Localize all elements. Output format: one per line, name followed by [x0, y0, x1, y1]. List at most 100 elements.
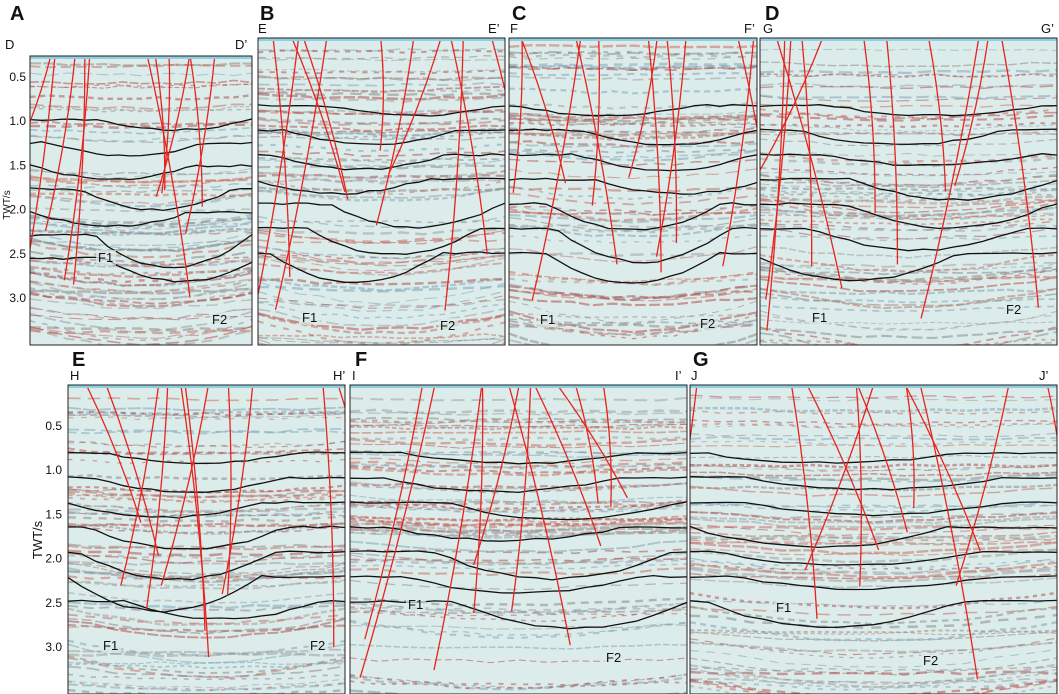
reflection — [258, 256, 505, 277]
seismic-section — [690, 385, 1057, 694]
fault — [473, 385, 520, 566]
reflection — [30, 286, 252, 307]
reflection — [258, 169, 505, 185]
reflection — [350, 657, 687, 664]
fault — [302, 38, 349, 200]
reflection — [350, 563, 687, 571]
reflection — [68, 489, 345, 499]
reflection — [30, 287, 252, 301]
reflection — [30, 123, 252, 130]
fault — [574, 385, 599, 504]
fault — [72, 56, 86, 285]
reflection — [30, 298, 252, 310]
reflection — [509, 288, 757, 299]
fault — [857, 385, 908, 533]
reflection — [350, 579, 687, 591]
fault-label: F1 — [408, 597, 423, 612]
profile-start: H — [70, 368, 79, 383]
reflection — [509, 127, 757, 134]
reflection — [258, 57, 505, 62]
reflection — [509, 295, 757, 307]
horizon — [509, 128, 757, 146]
reflection — [68, 440, 345, 449]
horizon — [68, 550, 345, 581]
reflection — [68, 522, 345, 535]
fault — [690, 385, 698, 445]
reflection — [350, 396, 687, 402]
reflection — [258, 91, 505, 97]
reflection — [760, 253, 1057, 273]
reflection — [258, 116, 505, 126]
seismic-section — [760, 38, 1057, 345]
fault — [85, 385, 142, 523]
reflection — [68, 682, 345, 692]
reflection — [68, 643, 345, 664]
y-tick-label: 2.5 — [9, 247, 26, 261]
horizon — [350, 476, 687, 494]
horizon — [68, 451, 345, 465]
reflection — [68, 575, 345, 583]
profile-end: I’ — [675, 368, 682, 383]
reflection — [350, 504, 687, 512]
reflection — [350, 500, 687, 505]
reflection — [509, 273, 757, 282]
fault — [512, 38, 523, 193]
reflection — [30, 183, 252, 189]
reflection — [760, 129, 1057, 135]
reflection — [747, 343, 757, 345]
reflection — [350, 611, 687, 617]
reflection — [68, 543, 345, 549]
reflection — [258, 74, 505, 82]
fault — [154, 56, 166, 191]
section-border — [257, 37, 506, 346]
fault — [647, 38, 662, 273]
reflection — [350, 457, 687, 465]
reflection — [760, 287, 1057, 309]
fault-label: F1 — [98, 250, 113, 265]
reflection — [350, 673, 687, 689]
fault-label: F2 — [700, 316, 715, 331]
reflection — [760, 108, 1057, 119]
reflection — [509, 233, 757, 244]
reflection — [509, 75, 757, 81]
seismic-section — [509, 38, 757, 345]
reflection — [30, 83, 252, 88]
fault — [146, 56, 191, 298]
y-tick-label: 3.0 — [45, 640, 62, 654]
fault-label-bg — [101, 638, 121, 653]
panel-letter: E — [72, 349, 85, 371]
reflection — [690, 613, 1057, 629]
profile-end: H’ — [333, 368, 345, 383]
fault — [904, 385, 982, 554]
reflection — [760, 183, 1057, 195]
reflection — [258, 284, 505, 293]
fault — [375, 38, 415, 226]
y-tick-label: 0.5 — [45, 419, 62, 433]
reflection — [690, 394, 1057, 399]
fault-label: F1 — [812, 310, 827, 325]
reflection — [258, 180, 505, 195]
profile-start: G — [763, 21, 773, 36]
reflection — [30, 232, 252, 251]
reflection — [509, 101, 757, 110]
reflection — [68, 429, 345, 435]
reflection — [509, 116, 757, 122]
horizon — [690, 575, 1057, 591]
reflection — [68, 521, 345, 528]
reflection — [690, 406, 1057, 413]
fault-label-bg — [96, 250, 116, 265]
fault-label-bg — [406, 597, 426, 612]
profile-end: D’ — [235, 37, 247, 52]
reflection — [30, 63, 252, 69]
reflection — [690, 503, 1057, 509]
fault-label: F2 — [923, 653, 938, 668]
reflection — [68, 410, 345, 417]
reflection — [68, 397, 345, 402]
reflection — [350, 602, 687, 615]
reflection — [760, 194, 1057, 205]
fault-label-bg — [438, 318, 458, 333]
reflection — [760, 261, 1057, 268]
reflection — [30, 167, 252, 179]
reflection — [690, 435, 1057, 441]
reflection — [690, 540, 1057, 546]
